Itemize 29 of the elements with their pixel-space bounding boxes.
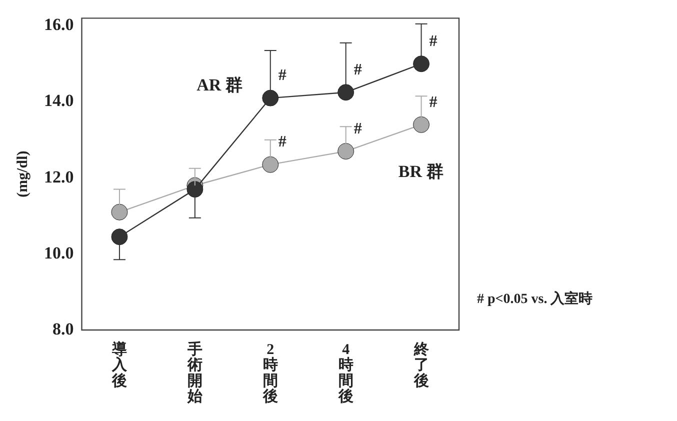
point [111, 228, 128, 246]
point [413, 56, 430, 72]
point [338, 143, 354, 160]
annotation: # [354, 61, 362, 78]
y-tick-label: 10.0 [44, 243, 74, 262]
x-tick-label: 4時間後 [337, 342, 354, 405]
annotation: # [354, 120, 362, 138]
series-label: AR 群 [196, 75, 242, 94]
y-tick-label: 16.0 [44, 15, 74, 34]
point [338, 84, 354, 101]
y-tick-label: 12.0 [44, 167, 74, 186]
series-label: BR 群 [398, 162, 444, 182]
y-axis-title: (mg/dl) [14, 150, 31, 198]
annotation: # [278, 67, 286, 84]
annotation: # [429, 32, 438, 50]
annotation: # [429, 94, 438, 111]
x-tick-label: 2時間後 [262, 342, 278, 405]
y-tick-label: 8.0 [52, 319, 74, 338]
x-tick-label: 終了後 [412, 340, 430, 390]
x-tick-label: 導入後 [110, 340, 128, 390]
x-tick-label: 手術開始 [186, 340, 204, 405]
annotation: # [278, 134, 286, 151]
point [186, 181, 204, 198]
y-tick-label: 14.0 [44, 91, 74, 110]
text: # p<0.05 vs. 入室時 [477, 290, 593, 308]
point [413, 116, 430, 133]
point [262, 156, 279, 173]
point [111, 204, 128, 220]
point [262, 90, 279, 106]
